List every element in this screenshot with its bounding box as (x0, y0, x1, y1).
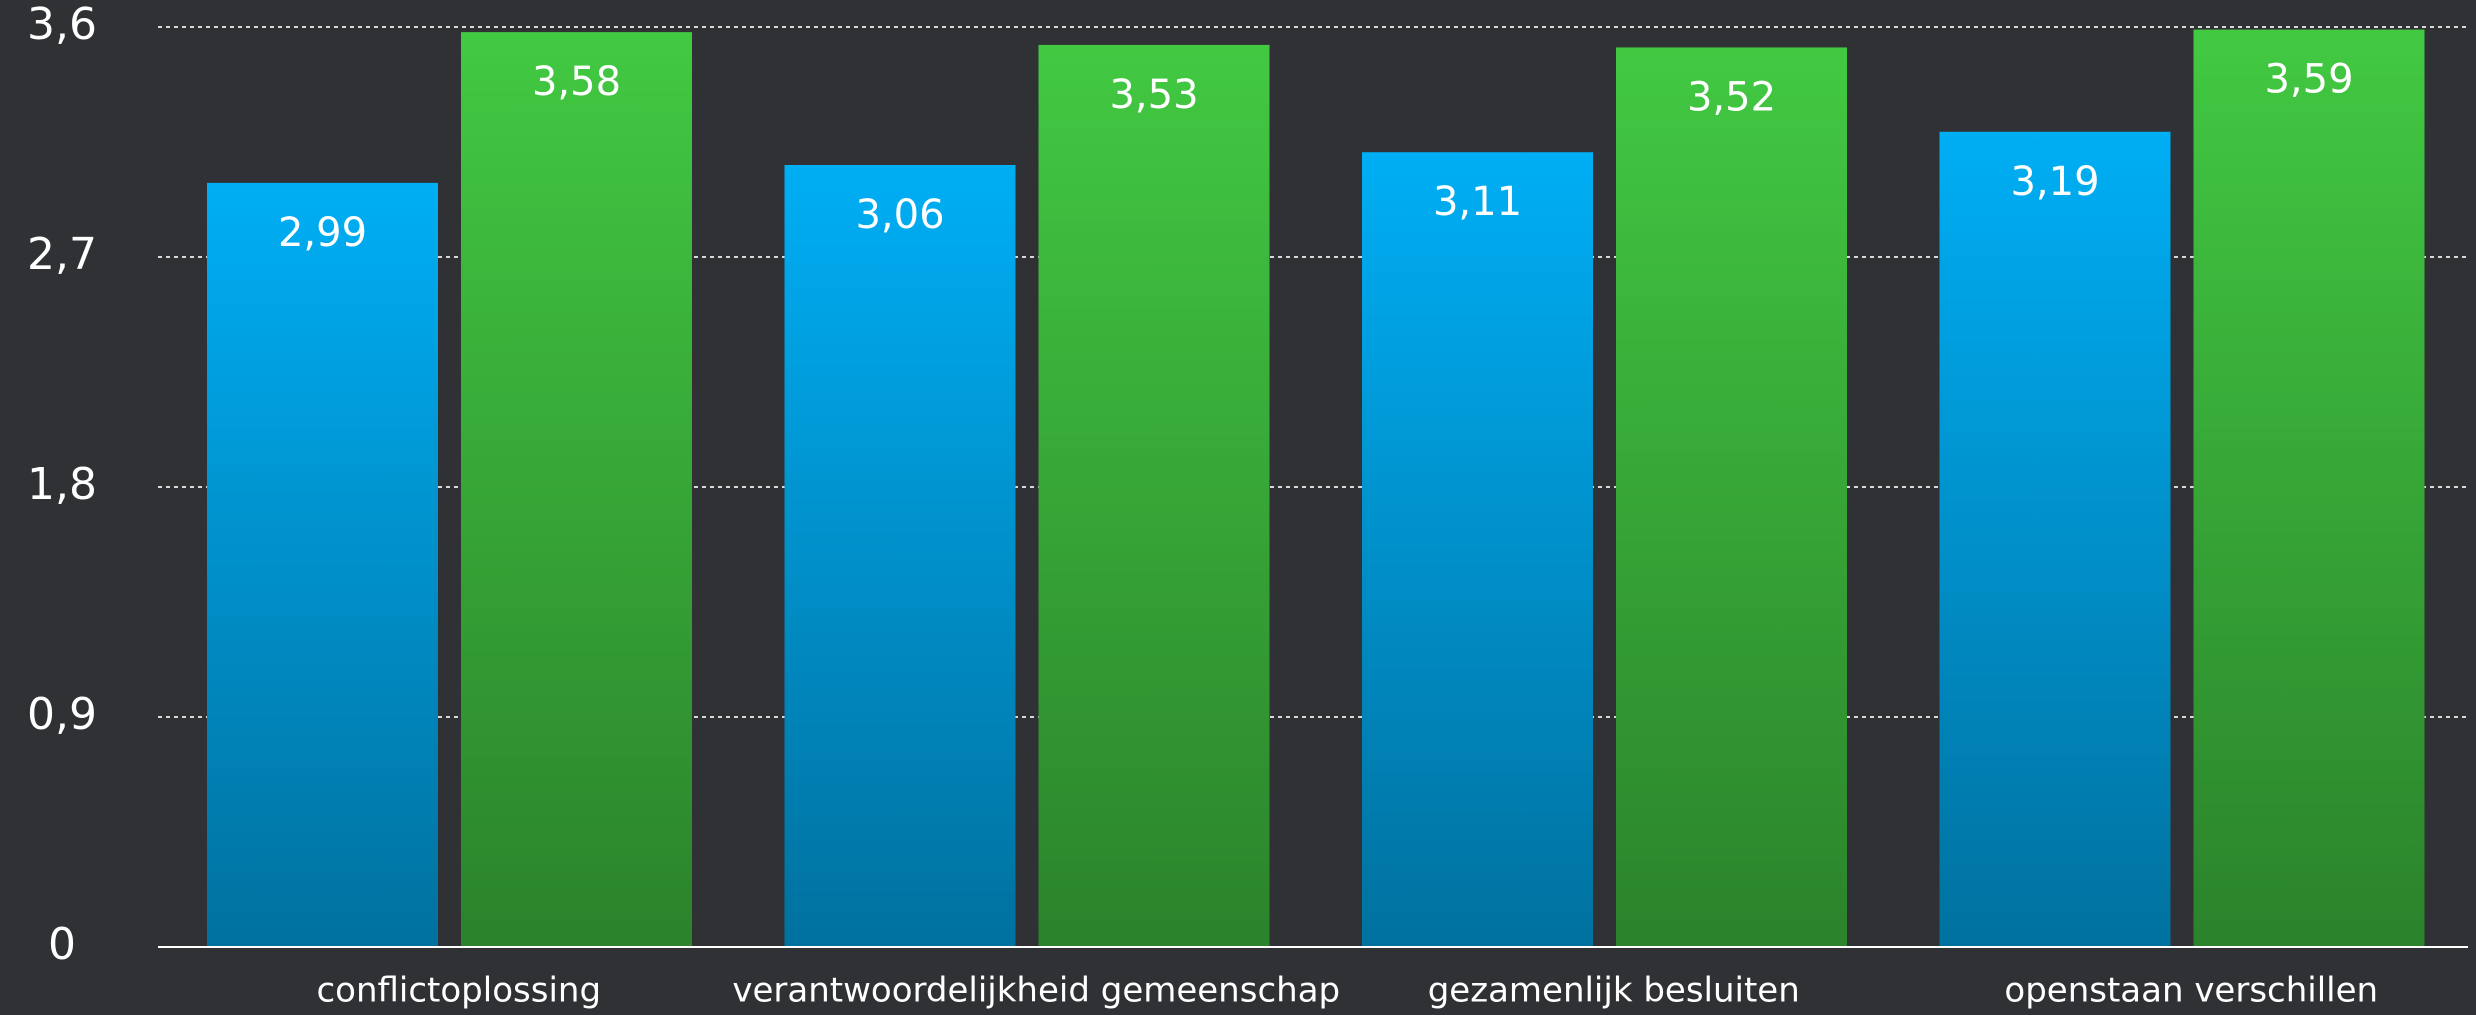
y-tick-label: 2,7 (27, 229, 97, 280)
x-tick-label: verantwoordelijkheid gemeenschap (732, 971, 1340, 1011)
y-tick-label: 1,8 (27, 459, 97, 510)
bar-shade (1362, 152, 1593, 947)
value-label: 3,11 (1433, 179, 1522, 225)
value-label: 3,58 (532, 59, 621, 105)
y-tick-label: 3,6 (27, 0, 97, 50)
value-label: 3,52 (1687, 74, 1776, 120)
bar-shade (461, 32, 692, 948)
y-tick-label: 0,9 (27, 689, 97, 740)
bar-shade (207, 182, 438, 947)
bar-shade (1616, 47, 1847, 947)
y-tick-label: 0 (48, 919, 76, 970)
bar-shade (1038, 44, 1270, 947)
value-label: 3,59 (2264, 57, 2353, 103)
value-label: 3,06 (855, 192, 944, 238)
bar-shade (784, 165, 1016, 947)
x-tick-label: gezamenlijk besluiten (1428, 971, 1800, 1011)
value-label: 2,99 (278, 210, 367, 256)
x-tick-label: openstaan verschillen (2004, 971, 2378, 1011)
bar-shade (2193, 29, 2425, 948)
value-label: 3,53 (1109, 72, 1198, 118)
value-label: 3,19 (2010, 159, 2099, 205)
bar-shade (1939, 131, 2171, 947)
x-tick-label: conflictoplossing (316, 971, 601, 1011)
